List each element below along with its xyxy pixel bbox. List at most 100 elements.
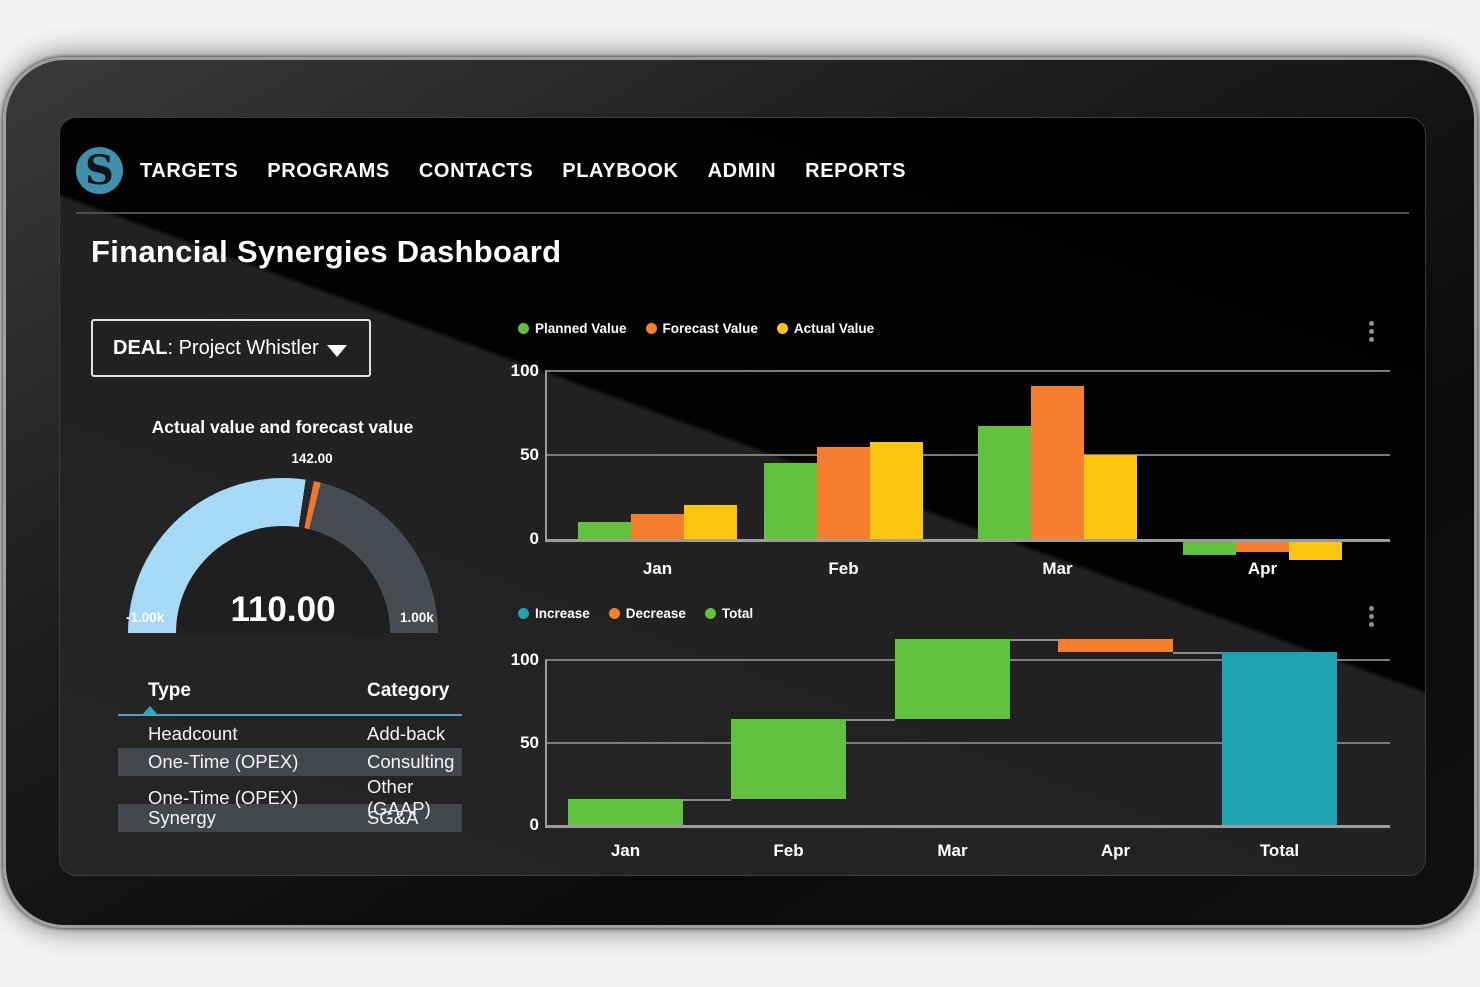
nav-item-programs[interactable]: PROGRAMS [267, 160, 390, 182]
y-tick-label: 0 [529, 815, 539, 834]
deal-selector-separator: : [167, 336, 179, 359]
x-axis-label-apr: Apr [1100, 841, 1131, 860]
x-axis-line [545, 825, 1390, 828]
cell-category: Consulting [367, 751, 455, 772]
legend-item-decrease[interactable]: Decrease [608, 606, 686, 621]
nav-item-reports[interactable]: REPORTS [805, 160, 907, 182]
nav-item-targets[interactable]: TARGETS [140, 160, 239, 182]
waterfall-connector [1173, 651, 1222, 654]
legend-item-planned[interactable]: Planned Value [518, 321, 627, 336]
x-axis-label-mar: Mar [1042, 559, 1073, 578]
legend-label: Actual Value [793, 321, 875, 336]
legend-item-increase[interactable]: Increase [518, 606, 590, 621]
y-tick-label: 0 [529, 529, 539, 548]
legend-item-forecast[interactable]: Forecast Value [645, 321, 758, 336]
legend-item-actual[interactable]: Actual Value [776, 321, 875, 336]
y-axis-line [545, 660, 547, 828]
legend-label: Planned Value [535, 321, 627, 336]
legend-label: Forecast Value [662, 321, 758, 336]
waterfall-bar-feb [731, 719, 846, 799]
cell-type: One-Time (OPEX) [148, 751, 299, 772]
cell-category: Other (GAAP) [367, 776, 431, 819]
table-row[interactable]: Synergy SG&A [118, 804, 462, 832]
bar-actual-value-apr [1289, 542, 1342, 561]
deal-selector-label: DEAL [113, 336, 168, 359]
deal-selector[interactable]: DEAL: Project Whistler [91, 319, 371, 377]
table-header-divider [118, 714, 462, 716]
bar-actual-value-jan [684, 505, 737, 539]
synergy-table: Type Category Headcount Add-back One-Tim… [118, 680, 462, 832]
x-axis-label-mar: Mar [937, 841, 968, 860]
synergy-table-rows: Headcount Add-back One-Time (OPEX) Consu… [118, 720, 462, 832]
waterfall-legend: Increase Decrease Total [518, 606, 753, 621]
page-title: Financial Synergies Dashboard [91, 234, 562, 269]
cell-type: Headcount [148, 723, 238, 744]
cell-type: Synergy [148, 807, 216, 828]
bar-planned-value-feb [764, 463, 817, 539]
gauge-marker-value: 142.00 [291, 451, 333, 466]
x-axis-label-feb: Feb [828, 559, 859, 578]
column-header-type[interactable]: Type [148, 680, 191, 701]
app-logo-letter: S [85, 146, 114, 194]
x-axis-label-jan: Jan [642, 559, 673, 578]
legend-label: Increase [535, 606, 590, 621]
bar-chart-legend: Planned Value Forecast Value Actual Valu… [518, 321, 874, 336]
gauge-min-label: -1.00k [126, 610, 165, 625]
nav-item-admin[interactable]: ADMIN [707, 160, 777, 182]
waterfall-bar-jan [568, 798, 683, 825]
column-header-category[interactable]: Category [367, 680, 450, 701]
gridline-100 [545, 370, 1390, 372]
x-axis-label-feb: Feb [773, 841, 804, 860]
waterfall-bar-total [1222, 651, 1337, 825]
y-tick-label: 100 [510, 650, 539, 669]
gauge-current-value: 110.00 [230, 590, 336, 629]
cell-category: SG&A [367, 807, 419, 828]
kebab-menu-icon[interactable] [1362, 604, 1380, 629]
nav-item-playbook[interactable]: PLAYBOOK [562, 160, 679, 182]
waterfall-connector [1010, 638, 1058, 641]
decrease-dot-icon [608, 608, 620, 619]
bar-planned-value-apr [1183, 542, 1236, 556]
table-row[interactable]: One-Time (OPEX) Consulting [118, 748, 462, 776]
bar-actual-value-feb [870, 441, 923, 539]
total-dot-icon [704, 608, 716, 619]
legend-item-total[interactable]: Total [704, 606, 754, 621]
nav-item-contacts[interactable]: CONTACTS [418, 160, 534, 182]
gridline-50 [545, 454, 1390, 456]
synergy-table-header: Type Category [118, 680, 462, 714]
y-tick-label: 50 [520, 732, 539, 752]
kebab-menu-icon[interactable] [1362, 319, 1380, 344]
increase-dot-icon [518, 608, 529, 619]
gridline-50 [545, 741, 1390, 744]
bar-actual-value-mar [1084, 455, 1137, 539]
waterfall-connector [846, 719, 895, 722]
app-logo[interactable]: S [76, 147, 123, 194]
caret-down-icon [327, 345, 347, 357]
bar-forecast-value-mar [1031, 386, 1084, 539]
planned-value-dot-icon [518, 323, 529, 334]
waterfall-bar-apr [1058, 638, 1173, 652]
legend-label: Decrease [625, 606, 686, 621]
grouped-bar-chart: Planned Value Forecast Value Actual Valu… [505, 313, 1395, 581]
waterfall-bar-mar [895, 638, 1010, 720]
forecast-value-dot-icon [645, 323, 657, 334]
sort-asc-icon [142, 706, 158, 715]
app-screen: S TARGETS PROGRAMS CONTACTS PLAYBOOK ADM… [60, 118, 1425, 875]
actual-value-dot-icon [776, 323, 788, 334]
x-axis-line [545, 539, 1390, 542]
waterfall-chart: Increase Decrease Total 0 50 100 Jan Feb Mar A… [505, 598, 1395, 870]
bar-forecast-value-jan [631, 513, 684, 539]
cell-category: Add-back [367, 723, 446, 744]
gauge-title: Actual value and forecast value [151, 417, 414, 437]
bar-forecast-value-apr [1236, 542, 1289, 553]
main-nav: TARGETS PROGRAMS CONTACTS PLAYBOOK ADMIN… [140, 160, 906, 183]
table-row[interactable]: Headcount Add-back [118, 720, 462, 748]
x-axis-label-jan: Jan [610, 841, 641, 860]
y-tick-label: 50 [520, 445, 539, 464]
x-axis-label-total: Total [1259, 841, 1300, 860]
table-row[interactable]: One-Time (OPEX) Other (GAAP) [118, 776, 462, 819]
gauge-max-label: 1.00k [400, 610, 434, 625]
y-axis-line [545, 371, 547, 542]
nav-divider [76, 212, 1409, 214]
legend-label: Total [721, 606, 754, 621]
